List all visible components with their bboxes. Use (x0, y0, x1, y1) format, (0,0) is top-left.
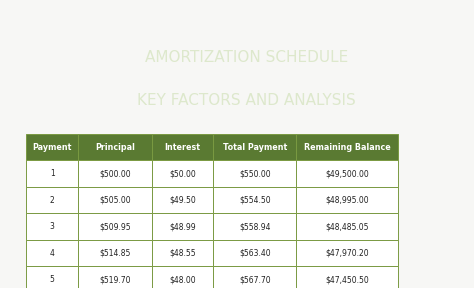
Text: $48.55: $48.55 (169, 249, 196, 258)
Text: 2: 2 (50, 196, 55, 205)
Text: $50.00: $50.00 (169, 169, 196, 178)
Text: $567.70: $567.70 (239, 275, 271, 284)
Text: $500.00: $500.00 (99, 169, 131, 178)
Text: $48,485.05: $48,485.05 (326, 222, 369, 231)
Text: AMORTIZATION SCHEDULE: AMORTIZATION SCHEDULE (145, 50, 348, 65)
Text: $48.00: $48.00 (169, 275, 196, 284)
Text: $47,450.50: $47,450.50 (325, 275, 369, 284)
Text: 1: 1 (50, 169, 55, 178)
Text: $554.50: $554.50 (239, 196, 271, 205)
Text: 4: 4 (50, 249, 55, 258)
Text: $505.00: $505.00 (99, 196, 131, 205)
Text: $563.40: $563.40 (239, 249, 271, 258)
Text: $49,500.00: $49,500.00 (325, 169, 369, 178)
Text: $550.00: $550.00 (239, 169, 271, 178)
Text: Interest: Interest (164, 143, 201, 152)
Text: 5: 5 (50, 275, 55, 284)
Text: $49.50: $49.50 (169, 196, 196, 205)
Text: KEY FACTORS AND ANALYSIS: KEY FACTORS AND ANALYSIS (137, 93, 356, 108)
Text: $509.95: $509.95 (99, 222, 131, 231)
Text: $558.94: $558.94 (239, 222, 271, 231)
Text: $514.85: $514.85 (99, 249, 131, 258)
Text: Payment: Payment (32, 143, 72, 152)
Text: Remaining Balance: Remaining Balance (304, 143, 391, 152)
Text: $519.70: $519.70 (99, 275, 131, 284)
Text: Principal: Principal (95, 143, 135, 152)
Text: 3: 3 (50, 222, 55, 231)
Text: $48,995.00: $48,995.00 (325, 196, 369, 205)
Text: $48.99: $48.99 (169, 222, 196, 231)
Text: $47,970.20: $47,970.20 (325, 249, 369, 258)
Text: Total Payment: Total Payment (223, 143, 287, 152)
